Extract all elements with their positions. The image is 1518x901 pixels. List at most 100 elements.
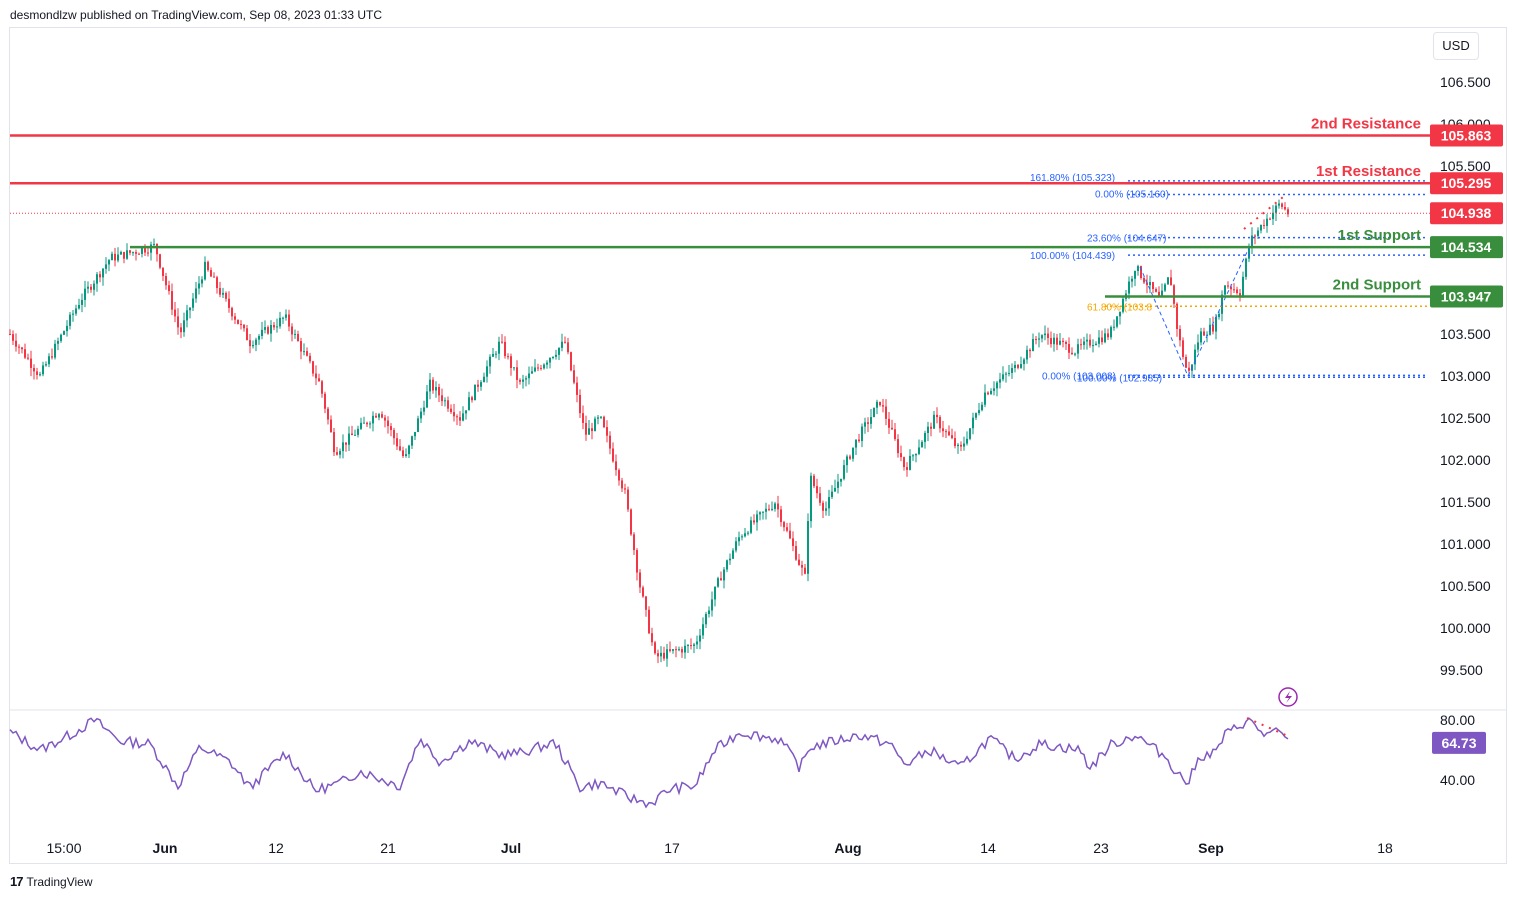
candle-body [738,537,740,542]
candle-body [300,341,302,352]
candle-body [591,428,593,432]
candle-body [729,558,731,561]
level-label: 2nd Resistance [1311,116,1421,133]
candle-body [1101,337,1103,343]
candle-body [627,489,629,510]
candle-body [690,645,692,647]
candle-body [1029,349,1031,352]
candle-body [789,530,791,539]
candle-body [1116,316,1118,327]
candle-body [351,433,353,436]
candle-body [927,426,929,433]
candle-body [945,431,947,433]
pattern-leg [1139,266,1189,377]
price-tick-label: 100.500 [1440,578,1491,594]
candle-body [561,341,563,348]
candle-body [516,367,518,380]
candle-body [27,357,29,359]
candle-body [735,541,737,551]
candle-body [498,341,500,354]
candle-body [1131,278,1133,282]
candle-body [831,491,833,498]
candle-body [801,564,803,568]
candle-body [894,429,896,440]
candle-body [1080,344,1082,346]
candle-body [417,418,419,432]
candle-body [1170,277,1172,286]
candle-body [1155,289,1157,292]
candle-body [174,309,176,317]
candle-body [477,384,479,387]
candle-body [555,354,557,357]
candle-body [702,624,704,636]
level-label: 1st Support [1338,227,1421,244]
candle-body [759,512,761,515]
candle-body [837,481,839,488]
candle-body [264,327,266,330]
candle-body [1113,326,1115,328]
candle-body [189,307,191,311]
candle-body [924,432,926,442]
candle-body [1086,339,1088,342]
candle-body [780,509,782,523]
time-tick-label: Sep [1198,840,1224,856]
candle-body [1023,359,1025,365]
candle-body [462,413,464,421]
currency-button[interactable]: USD [1433,32,1479,60]
candle-body [1044,333,1046,336]
candle-body [633,534,635,551]
candle-body [336,452,338,455]
candle-body [30,358,32,368]
candle-body [825,508,827,511]
candle-body [1017,364,1019,368]
candle-body [819,493,821,503]
candle-body [876,401,878,408]
candle-body [684,645,686,653]
candle-body [66,325,68,332]
candle-body [585,423,587,435]
candle-body [465,410,467,414]
candle-body [483,376,485,383]
candle-body [261,329,263,336]
candle-body [345,442,347,445]
candle-body [501,341,503,343]
candle-body [204,261,206,280]
candle-body [795,546,797,560]
candle-body [573,370,575,383]
candle-body [219,288,221,295]
candle-body [1200,331,1202,343]
candle-body [207,261,209,271]
candle-body [1026,349,1028,360]
candle-body [1140,266,1142,279]
candle-body [600,416,602,418]
price-tick-label: 103.500 [1440,326,1491,342]
candle-body [102,268,104,278]
candle-body [603,416,605,428]
candle-body [21,347,23,350]
candle-body [750,520,752,533]
candle-body [582,413,584,424]
candle-body [546,362,548,365]
candle-body [705,613,707,625]
candle-body [471,397,473,401]
candle-body [378,414,380,418]
level-price-tag [1430,172,1503,195]
candle-body [909,455,911,470]
candle-body [303,351,305,353]
candle-body [714,586,716,600]
candle-body [1230,286,1232,290]
candle-body [1251,235,1253,248]
candle-body [171,291,173,310]
candle-body [414,431,416,437]
level-price-tag [1430,285,1503,308]
candle-body [408,445,410,455]
rsi-value-tag [1432,731,1486,754]
candle-body [903,457,905,468]
candle-body [279,317,281,327]
candle-body [1104,333,1106,343]
divergence-marker [1243,195,1285,230]
candle-body [1056,337,1058,345]
candle-body [540,367,542,369]
candle-body [438,387,440,396]
